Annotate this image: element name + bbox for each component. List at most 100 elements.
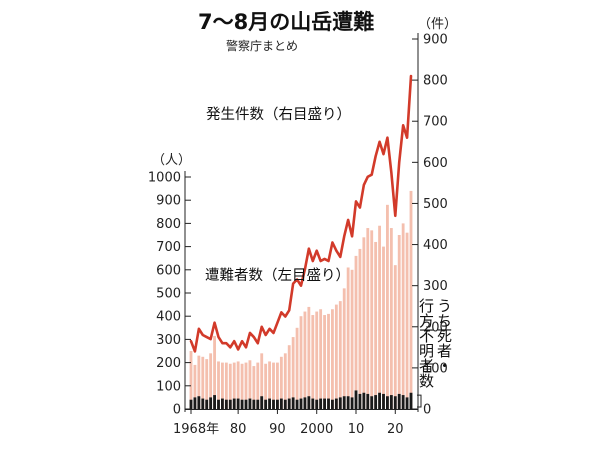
bar-total-1980 xyxy=(236,361,240,409)
line-series-label: 発生件数（右目盛り） xyxy=(206,106,351,123)
bar-fatal-1985 xyxy=(256,399,260,409)
bar-fatal-1980 xyxy=(236,398,240,409)
bar-fatal-1979 xyxy=(232,398,236,409)
x-tick-label-1968: 1968年 xyxy=(173,422,219,437)
bar-fatal-1992 xyxy=(283,399,287,409)
bar-total-1978 xyxy=(228,363,232,409)
bar-total-1971 xyxy=(201,356,205,409)
bar-fatal-1989 xyxy=(272,399,275,409)
left-tick-label-700: 700 xyxy=(156,240,181,255)
bar-fatal-2002 xyxy=(323,398,326,409)
bar-fatal-2013 xyxy=(366,393,370,409)
bar-total-1994 xyxy=(291,337,295,409)
bar-fatal-1970 xyxy=(197,396,201,409)
bar-total-1983 xyxy=(248,360,252,409)
bar-total-1997 xyxy=(303,311,307,409)
bar-total-1974 xyxy=(213,335,216,409)
bar-fatal-1983 xyxy=(248,398,252,409)
bar-total-1984 xyxy=(252,366,256,409)
bar-total-1998 xyxy=(307,306,311,409)
bar-fatal-1986 xyxy=(260,396,264,409)
bar-fatal-2006 xyxy=(338,397,342,409)
bar-fatal-1975 xyxy=(217,399,220,409)
bar-total-2017 xyxy=(382,246,385,409)
bar-fatal-1968 xyxy=(189,399,193,409)
bar-total-1996 xyxy=(299,316,303,409)
bar-total-1973 xyxy=(209,353,213,409)
left-tick-label-1000: 1000 xyxy=(148,171,181,186)
bar-fatal-2022 xyxy=(401,395,405,409)
bar-fatal-1972 xyxy=(205,399,209,409)
bar-total-2007 xyxy=(342,288,346,409)
right-tick-label-0: 0 xyxy=(423,403,431,418)
bar-fatal-1993 xyxy=(287,398,291,409)
bar-total-2020 xyxy=(393,265,397,409)
bar-fatal-1984 xyxy=(252,399,256,409)
bar-fatal-1995 xyxy=(295,399,299,409)
bar-fatal-2010 xyxy=(354,390,358,409)
left-tick-label-500: 500 xyxy=(156,287,181,302)
left-tick-label-0: 0 xyxy=(173,403,181,418)
bar-total-1992 xyxy=(283,353,287,409)
bar-fatal-1996 xyxy=(299,398,303,409)
x-tick-label-1980: 80 xyxy=(230,422,247,437)
bar-fatal-1988 xyxy=(268,398,271,409)
fatal-bar-bracket xyxy=(417,394,422,408)
bars-total-victims xyxy=(189,190,413,409)
bar-total-1987 xyxy=(264,363,268,409)
left-tick-label-400: 400 xyxy=(156,310,181,325)
x-tick-label-1990: 90 xyxy=(269,422,286,437)
bar-fatal-2000 xyxy=(315,399,319,409)
right-tick-label-500: 500 xyxy=(423,197,448,212)
chart-subtitle: 警察庁まとめ xyxy=(226,38,298,53)
bar-total-1988 xyxy=(268,361,271,409)
x-tick-label-2010: 10 xyxy=(348,422,365,437)
bar-fatal-1991 xyxy=(279,398,283,409)
bar-total-2000 xyxy=(315,311,319,409)
bar-total-1999 xyxy=(311,315,315,409)
bar-total-2016 xyxy=(378,225,381,409)
bar-total-2015 xyxy=(374,241,378,409)
incident-line-group xyxy=(189,74,413,353)
right-axis-unit: （件） xyxy=(418,17,457,32)
bar-fatal-2021 xyxy=(397,393,401,409)
bar-total-1977 xyxy=(224,362,228,409)
bar-fatal-2016 xyxy=(378,392,381,409)
right-tick-label-600: 600 xyxy=(423,156,448,171)
bar-total-1991 xyxy=(279,356,283,409)
bar-total-1986 xyxy=(260,353,264,409)
bar-fatal-1977 xyxy=(224,399,228,409)
bar-total-1985 xyxy=(256,362,260,409)
bar-fatal-1971 xyxy=(201,398,205,409)
right-tick-label-400: 400 xyxy=(423,238,448,253)
bar-fatal-1990 xyxy=(276,399,279,409)
bar-fatal-2017 xyxy=(382,393,385,409)
right-tick-label-200: 200 xyxy=(423,320,448,335)
bar-fatal-2018 xyxy=(386,396,389,409)
bar-fatal-2001 xyxy=(319,398,323,409)
bar-fatal-2011 xyxy=(358,393,362,409)
bar-total-2004 xyxy=(331,309,334,409)
bar-total-2013 xyxy=(366,228,370,409)
vertical-label-line1: うち死者・ xyxy=(435,298,453,373)
right-tick-label-100: 100 xyxy=(423,361,448,376)
bar-fatal-1973 xyxy=(209,397,213,409)
bar-total-1981 xyxy=(240,363,244,409)
left-tick-label-800: 800 xyxy=(156,217,181,232)
bar-fatal-2015 xyxy=(374,395,378,409)
bar-fatal-2007 xyxy=(342,396,346,409)
bar-total-2006 xyxy=(338,301,342,409)
bar-fatal-1974 xyxy=(213,395,216,409)
bar-total-2001 xyxy=(319,309,323,409)
bar-fatal-2008 xyxy=(346,396,350,409)
axes xyxy=(184,33,422,414)
left-axis-unit: （人） xyxy=(152,153,191,168)
bar-total-1976 xyxy=(221,362,224,409)
right-tick-label-800: 800 xyxy=(423,74,448,89)
bar-total-2018 xyxy=(386,204,389,409)
bar-total-1995 xyxy=(295,327,299,409)
left-tick-label-600: 600 xyxy=(156,263,181,278)
bar-total-1993 xyxy=(287,345,291,409)
bar-fatal-1987 xyxy=(264,399,268,409)
bar-total-1975 xyxy=(217,361,220,409)
